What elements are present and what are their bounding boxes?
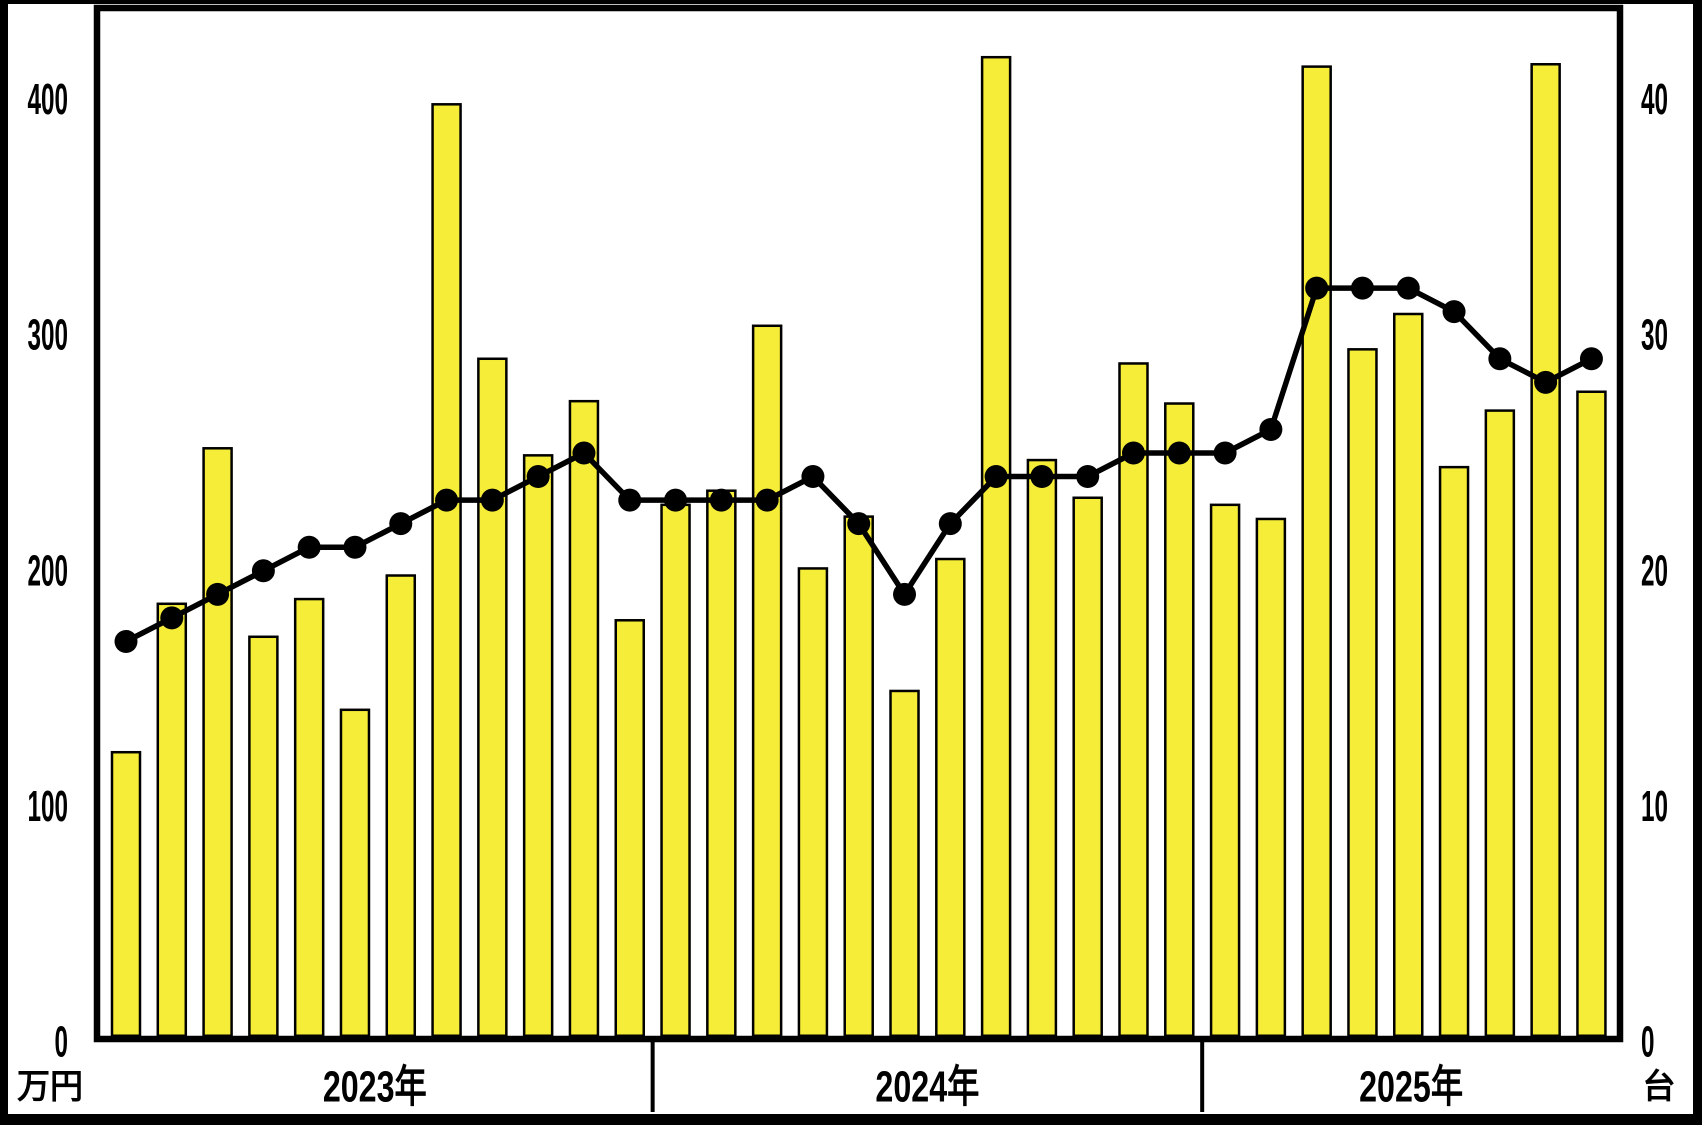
bar-2024-03 [751,324,783,1037]
line-marker-2024-02 [709,488,733,512]
bar-2023-08 [431,103,462,1037]
left-axis-tick-300: 300 [28,311,69,360]
left-axis-tick-0: 0 [55,1018,69,1067]
bar-2023-07 [385,574,417,1038]
line-marker-2025-01 [1213,441,1237,465]
left-axis-tick-400: 400 [28,75,69,124]
line-marker-2023-11 [572,441,596,465]
bar-2024-01 [660,503,691,1038]
line-marker-2024-08 [984,465,1008,489]
bar-2025-01 [1209,503,1241,1038]
line-marker-2023-02 [160,606,184,630]
line-marker-2025-08 [1534,370,1558,394]
bar-2025-02 [1255,517,1287,1037]
line-marker-2023-06 [343,535,367,559]
bar-2023-05 [293,597,325,1038]
line-marker-2023-10 [526,465,550,489]
right-axis-tick-20: 20 [1641,546,1668,595]
bar-2023-11 [568,399,600,1037]
line-marker-2024-07 [938,512,962,536]
line-marker-2024-10 [1076,465,1100,489]
line-marker-2024-04 [801,465,825,489]
line-marker-2024-09 [1030,465,1054,489]
bar-2023-12 [614,619,645,1037]
bar-2024-11 [1118,362,1149,1037]
bar-2023-03 [202,447,233,1037]
bar-2024-05 [843,515,874,1037]
line-marker-2023-12 [618,488,642,512]
bar-2024-07 [935,557,966,1038]
bar-2024-10 [1072,496,1103,1038]
bar-2024-09 [1026,458,1058,1037]
x-axis-year-label-2024: 2024年 [875,1063,979,1112]
left-axis-unit-label: 万円 [17,1068,83,1106]
bar-2023-09 [477,357,508,1037]
right-axis-tick-0: 0 [1641,1018,1655,1067]
line-marker-2024-12 [1167,441,1191,465]
left-axis-tick-100: 100 [28,782,69,831]
bar-2023-06 [339,708,371,1038]
line-marker-2025-06 [1442,300,1466,324]
bar-2024-04 [797,567,829,1037]
line-marker-2024-11 [1121,441,1145,465]
bar-2024-06 [889,689,920,1037]
line-marker-2024-03 [755,488,779,512]
line-marker-2025-04 [1350,276,1374,300]
line-marker-2025-02 [1259,417,1283,441]
line-marker-2023-04 [251,559,275,583]
x-axis-year-label-2023: 2023年 [323,1063,427,1112]
bar-2025-09 [1576,390,1607,1037]
line-marker-2023-09 [480,488,504,512]
bar-2025-05 [1393,312,1424,1038]
bar-2025-07 [1484,409,1516,1038]
line-marker-2023-05 [297,535,321,559]
bar-2025-04 [1347,348,1378,1037]
bar-2024-02 [706,489,737,1038]
right-axis-unit-label: 台 [1643,1068,1676,1106]
right-axis-tick-10: 10 [1641,782,1668,831]
bar-2023-10 [522,454,554,1037]
bar-2025-08 [1530,63,1561,1037]
x-axis-year-label-2025: 2025年 [1359,1063,1463,1112]
line-marker-2024-05 [847,512,871,536]
bar-2024-12 [1164,402,1195,1037]
line-marker-2023-01 [114,629,138,653]
line-marker-2025-07 [1488,347,1512,371]
bar-2023-01 [110,750,142,1037]
right-axis-tick-40: 40 [1641,75,1668,124]
line-marker-2024-06 [893,582,917,606]
bar-2024-08 [980,55,1012,1037]
bar-2025-03 [1301,65,1332,1037]
line-marker-2023-08 [435,488,459,512]
line-marker-2025-03 [1305,276,1329,300]
bar-2023-04 [248,635,279,1037]
line-marker-2023-07 [389,512,413,536]
line-marker-2025-05 [1396,276,1420,300]
bar-2023-02 [156,602,188,1037]
left-axis-tick-200: 200 [28,546,69,595]
line-marker-2023-03 [206,582,230,606]
line-marker-2025-09 [1579,347,1603,371]
right-axis-tick-30: 30 [1641,311,1668,360]
line-marker-2024-01 [664,488,688,512]
bar-2025-06 [1438,465,1470,1037]
